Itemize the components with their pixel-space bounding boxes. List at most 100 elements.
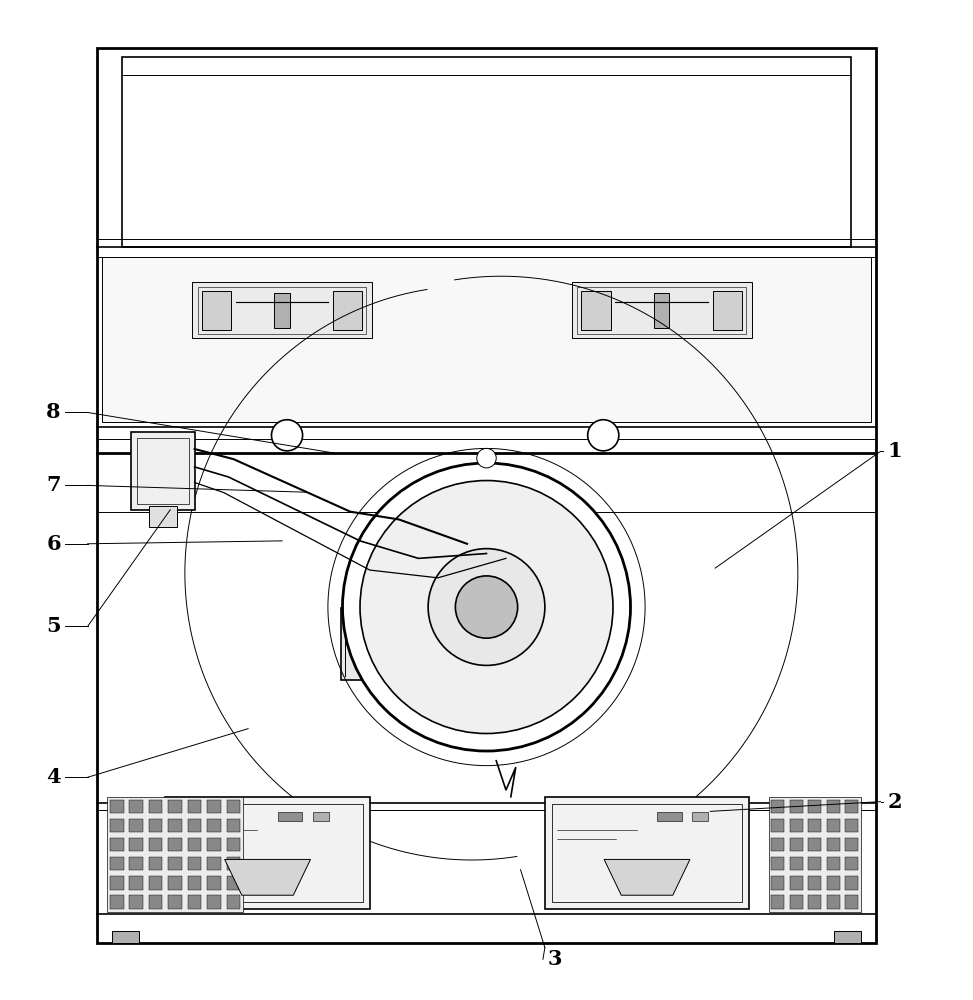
Text: 3: 3 — [548, 949, 561, 969]
Bar — [110, 819, 124, 832]
Circle shape — [455, 576, 518, 638]
Bar — [827, 819, 840, 832]
Bar — [110, 876, 124, 890]
Bar — [809, 895, 821, 909]
Bar — [149, 876, 162, 890]
Bar — [692, 812, 708, 821]
Bar — [227, 838, 240, 851]
Polygon shape — [225, 859, 310, 895]
Bar — [129, 857, 143, 870]
Bar — [188, 800, 201, 813]
Bar — [110, 800, 124, 813]
Bar — [809, 819, 821, 832]
Circle shape — [360, 481, 613, 734]
Bar — [207, 838, 221, 851]
Circle shape — [588, 420, 619, 451]
Bar — [790, 895, 803, 909]
Bar — [149, 819, 162, 832]
Bar — [165, 797, 370, 909]
Bar — [278, 812, 303, 821]
Bar — [227, 800, 240, 813]
Bar — [846, 800, 858, 813]
Bar — [129, 895, 143, 909]
Bar — [772, 800, 784, 813]
Bar — [110, 895, 124, 909]
Bar — [582, 291, 611, 330]
Bar — [827, 857, 840, 870]
Bar — [110, 838, 124, 851]
Bar — [168, 876, 182, 890]
Bar — [769, 797, 861, 912]
Bar — [149, 838, 162, 851]
Bar — [552, 804, 742, 902]
Text: 6: 6 — [46, 534, 61, 554]
Bar — [827, 838, 840, 851]
Bar — [102, 257, 871, 422]
Bar — [846, 857, 858, 870]
Bar — [827, 876, 840, 890]
Bar — [168, 838, 182, 851]
Bar — [772, 819, 784, 832]
Text: 5: 5 — [46, 616, 61, 636]
Bar — [227, 857, 240, 870]
Bar — [809, 876, 821, 890]
Bar — [790, 800, 803, 813]
Bar — [227, 876, 240, 890]
Bar — [658, 812, 682, 821]
Bar — [227, 895, 240, 909]
Bar — [188, 819, 201, 832]
Bar — [149, 895, 162, 909]
Bar — [809, 838, 821, 851]
Bar — [227, 819, 240, 832]
Bar — [188, 857, 201, 870]
Bar — [149, 800, 162, 813]
Bar — [129, 819, 143, 832]
Bar — [149, 506, 177, 527]
Text: 7: 7 — [47, 475, 60, 495]
Bar — [107, 797, 243, 912]
Circle shape — [477, 448, 496, 468]
Bar — [129, 800, 143, 813]
Circle shape — [428, 549, 545, 665]
Bar — [834, 931, 861, 943]
Bar — [149, 857, 162, 870]
Bar — [654, 293, 669, 328]
Bar — [274, 293, 290, 328]
Bar — [192, 282, 372, 338]
Bar — [846, 876, 858, 890]
Bar — [198, 287, 366, 334]
Bar — [188, 895, 201, 909]
Bar — [790, 857, 803, 870]
Bar — [131, 432, 195, 510]
Bar — [168, 800, 182, 813]
Bar — [809, 857, 821, 870]
Bar — [772, 895, 784, 909]
Text: 4: 4 — [46, 767, 61, 787]
Bar — [772, 838, 784, 851]
Bar — [846, 838, 858, 851]
Bar — [188, 876, 201, 890]
Bar — [333, 291, 362, 330]
Bar — [188, 838, 201, 851]
Bar — [846, 895, 858, 909]
Bar — [137, 438, 189, 504]
Bar — [129, 876, 143, 890]
Text: 2: 2 — [887, 792, 903, 812]
Bar — [572, 282, 751, 338]
Bar — [809, 800, 821, 813]
Bar — [97, 48, 876, 943]
Polygon shape — [604, 859, 690, 895]
Bar — [578, 287, 745, 334]
Bar — [110, 857, 124, 870]
Circle shape — [271, 420, 303, 451]
Bar — [790, 819, 803, 832]
Bar — [168, 819, 182, 832]
Bar — [790, 838, 803, 851]
Bar — [341, 608, 372, 680]
Bar — [207, 895, 221, 909]
Bar — [207, 800, 221, 813]
Bar — [545, 797, 749, 909]
Bar — [129, 838, 143, 851]
Bar — [772, 857, 784, 870]
Bar — [168, 895, 182, 909]
